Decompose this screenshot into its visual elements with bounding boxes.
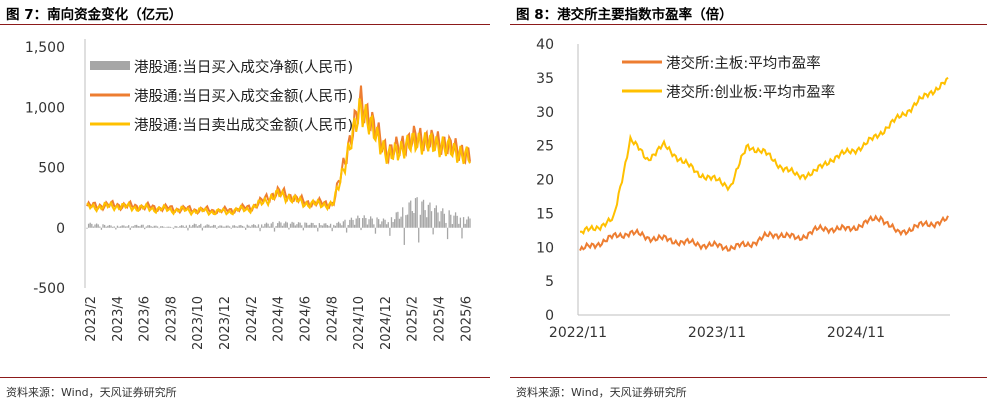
y-tick-label: -500 (33, 281, 65, 297)
y-tick-label: 0 (56, 221, 65, 237)
chart-title: 图 7：南向资金变化（亿元） (6, 7, 183, 23)
x-tick-label: 2024/12 (379, 296, 394, 350)
y-tick-label: 20 (536, 173, 554, 189)
x-tick-label: 2024/4 (272, 296, 287, 342)
x-tick-label: 2024/6 (298, 296, 313, 342)
pe-ratio-panel: 图 8：港交所主要指数市盈率（倍） 40 35 30 25 20 15 10 5 0 2022/1… (510, 0, 987, 404)
legend-label: 港股通:当日买入成交金额(人民币) (134, 87, 353, 105)
y-tick-label: 1,000 (25, 100, 65, 116)
y-tick-label: 30 (536, 105, 554, 121)
y-tick-label: 10 (536, 240, 554, 256)
y-tick-label: 25 (536, 139, 554, 155)
x-tick-label: 2024/10 (352, 296, 367, 350)
source-note: 资料来源：Wind，天风证券研究所 (6, 386, 177, 399)
title-rule (0, 24, 490, 25)
footer-rule (510, 377, 987, 378)
x-tick-label: 2024/11 (827, 325, 885, 341)
y-tick-label: 5 (545, 274, 554, 290)
legend-label: 港股通:当日买入成交净额(人民币) (134, 58, 353, 76)
x-tick-label: 2024/8 (325, 296, 340, 342)
x-tick-label: 2023/2 (84, 296, 99, 342)
legend-label: 港交所:创业板:平均市盈率 (666, 83, 835, 101)
y-tick-label: 15 (536, 206, 554, 222)
x-tick-label: 2025/2 (406, 296, 421, 342)
x-tick-label: 2024/2 (245, 296, 260, 342)
gem-pe-line (579, 76, 949, 235)
legend-label: 港股通:当日卖出成交金额(人民币) (134, 116, 353, 134)
x-tick-label: 2023/6 (138, 296, 153, 342)
x-tick-label: 2023/12 (218, 296, 233, 350)
x-tick-label: 2023/11 (688, 325, 746, 341)
y-tick-label: 35 (536, 71, 554, 87)
x-tick-label: 2023/4 (111, 296, 126, 342)
footer-rule (0, 377, 490, 378)
main-board-pe-line (579, 214, 949, 252)
y-tick-label: 40 (536, 37, 554, 53)
y-tick-label: 1,500 (25, 40, 65, 56)
x-tick-label: 2025/4 (432, 296, 447, 342)
legend-label: 港交所:主板:平均市盈率 (666, 54, 821, 72)
title-rule (510, 24, 987, 25)
y-tick-label: 0 (545, 308, 554, 324)
source-note: 资料来源：Wind，天风证券研究所 (516, 386, 687, 399)
southbound-chart: 1,500 1,000 500 0 -500 2023/2 2023/4 2023/6 2023… (25, 39, 474, 350)
chart-title: 图 8：港交所主要指数市盈率（倍） (516, 7, 733, 23)
southbound-panel: 图 7：南向资金变化（亿元） 1,500 1,000 500 0 -500 2023/2 2… (0, 0, 490, 404)
legend-swatch (90, 61, 130, 70)
x-tick-label: 2023/8 (164, 296, 179, 342)
sell-amount-line (86, 98, 471, 217)
x-tick-label: 2025/6 (459, 296, 474, 342)
y-tick-label: 500 (38, 161, 65, 177)
x-tick-label: 2022/11 (549, 325, 607, 341)
x-tick-label: 2023/10 (191, 296, 206, 350)
